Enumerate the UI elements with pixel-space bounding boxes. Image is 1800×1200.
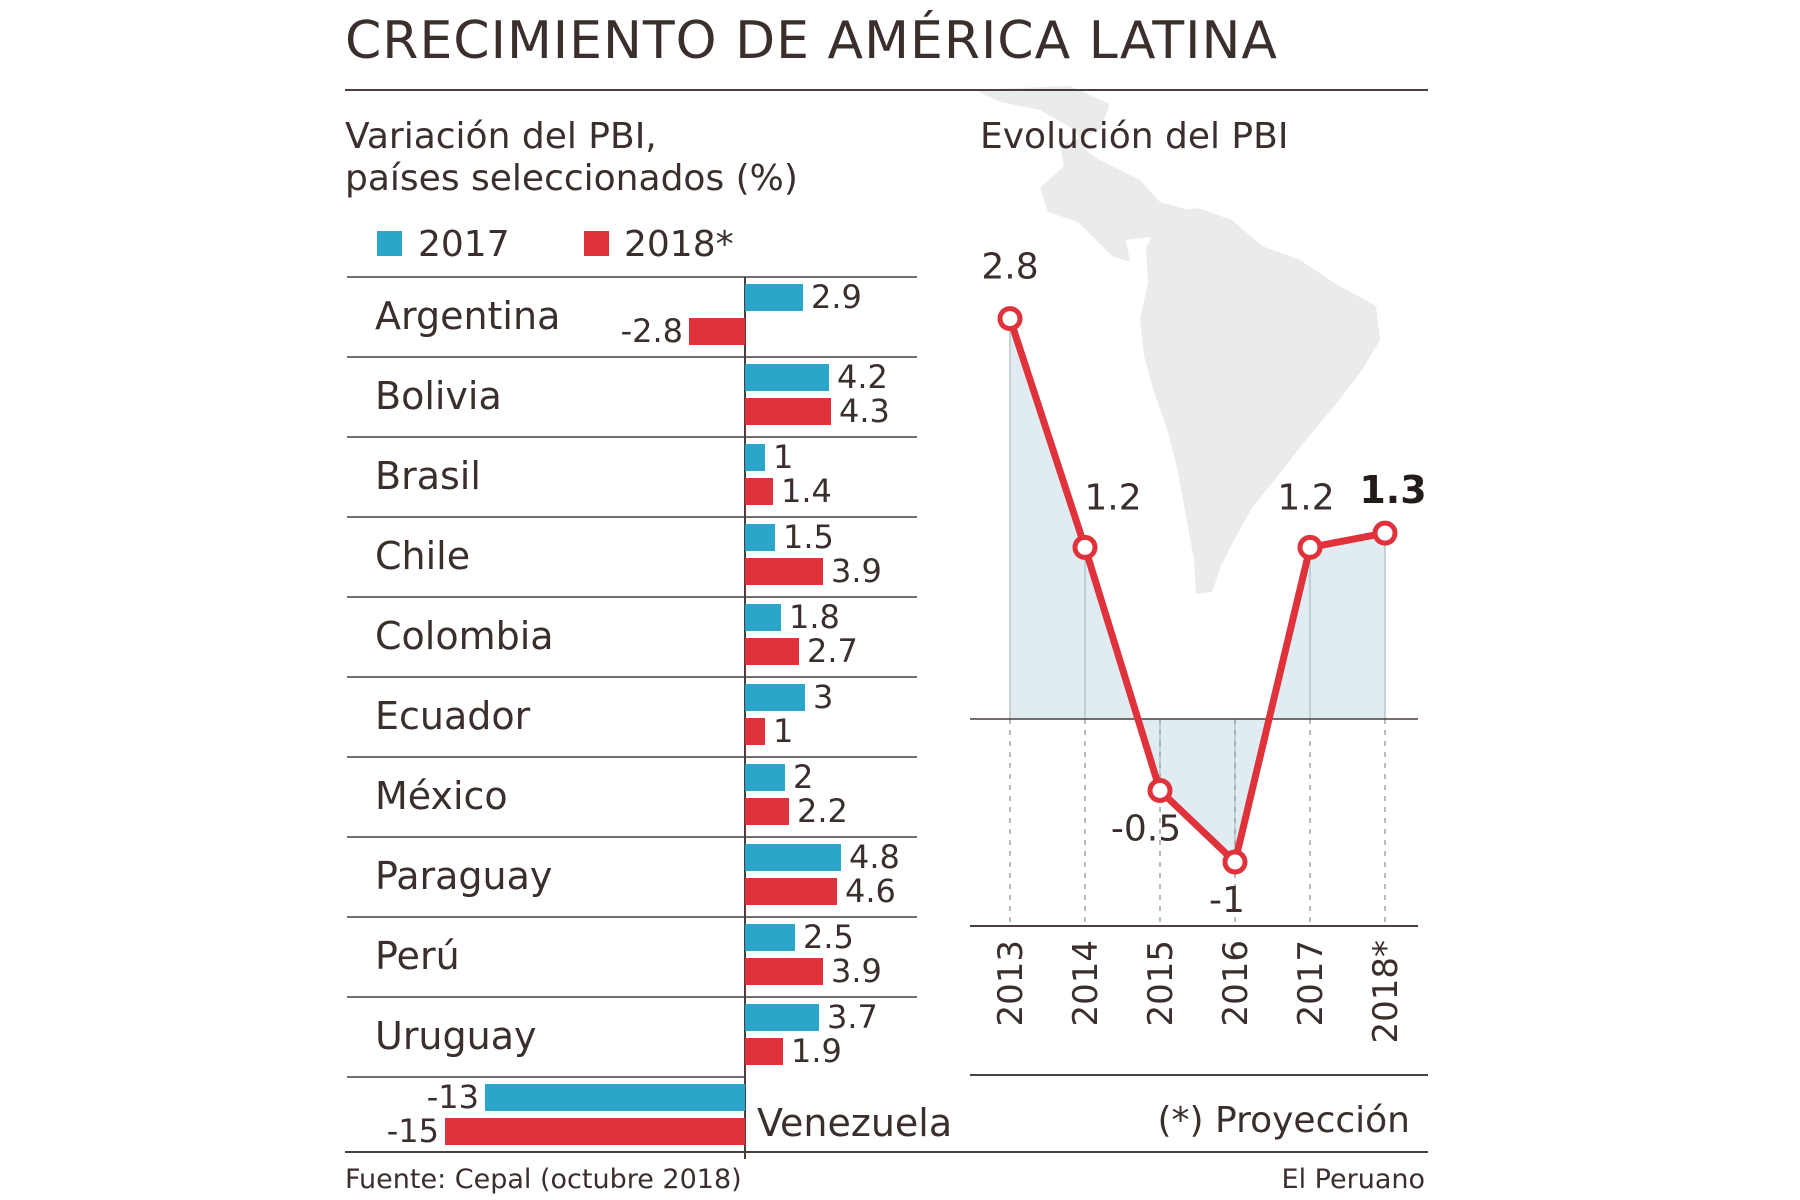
line-point-marker — [1372, 520, 1398, 546]
line-value-label: -1 — [1209, 880, 1245, 921]
bar-2018 — [745, 398, 831, 425]
source-note: Fuente: Cepal (octubre 2018) — [345, 1164, 742, 1195]
line-point-marker — [1072, 534, 1098, 560]
bar-value-label: 3.7 — [827, 998, 878, 1036]
category-label: Venezuela — [757, 1101, 952, 1145]
bar-2018 — [689, 318, 745, 345]
north-america-shape — [975, 86, 1190, 262]
legend-label-2017: 2017 — [418, 224, 510, 265]
category-label: Ecuador — [375, 694, 531, 738]
line-value-label: 1.3 — [1359, 468, 1426, 512]
bar-2017 — [745, 444, 765, 471]
line-point-marker — [1297, 534, 1323, 560]
page-title: CRECIMIENTO DE AMÉRICA LATINA — [345, 10, 1278, 71]
bar-2017 — [745, 1004, 819, 1031]
line-chart-subtitle: Evolución del PBI — [980, 116, 1288, 157]
x-tick-label: 2016 — [1216, 940, 1256, 1027]
legend-swatch-2018 — [584, 231, 609, 256]
bar-value-label: 1.4 — [781, 472, 832, 510]
bar-value-label: 2.7 — [807, 632, 858, 670]
map-silhouette-icon — [975, 86, 1380, 594]
category-label: Chile — [375, 534, 470, 578]
line-value-label: 1.2 — [1277, 477, 1334, 518]
bar-value-label: 2.9 — [811, 278, 862, 316]
x-tick-label: 2013 — [991, 940, 1031, 1027]
bar-chart-subtitle-line2: países seleccionados (%) — [345, 158, 798, 199]
category-label: Uruguay — [375, 1014, 537, 1058]
legend-swatch-2017 — [377, 231, 402, 256]
bar-value-label: 4.8 — [849, 838, 900, 876]
bar-value-label: 2 — [793, 758, 813, 796]
bar-value-label: 1 — [773, 712, 793, 750]
category-label: Brasil — [375, 454, 481, 498]
bar-value-label: 1.5 — [783, 518, 834, 556]
bar-chart-subtitle-line1: Variación del PBI, — [345, 116, 657, 157]
bar-2018 — [745, 1038, 783, 1065]
bar-2018 — [745, 718, 765, 745]
south-america-shape — [1140, 208, 1380, 594]
series-line — [1006, 317, 1386, 866]
bar-value-label: -15 — [387, 1112, 439, 1150]
bar-value-label: 4.2 — [837, 358, 888, 396]
line-value-label: 1.2 — [1084, 477, 1141, 518]
bar-2017 — [745, 284, 803, 311]
bar-2017 — [745, 924, 795, 951]
bar-2018 — [445, 1118, 745, 1145]
category-label: Bolivia — [375, 374, 502, 418]
line-point-marker — [1147, 778, 1173, 803]
category-label: Paraguay — [375, 854, 552, 898]
category-label: Perú — [375, 934, 460, 978]
bar-value-label: 3 — [813, 678, 833, 716]
bar-value-label: 1.9 — [791, 1032, 842, 1070]
bar-2018 — [745, 638, 799, 665]
x-tick-label: 2015 — [1141, 940, 1181, 1027]
bar-value-label: 4.3 — [839, 392, 890, 430]
x-tick-label: 2017 — [1291, 940, 1331, 1027]
publisher-credit: El Peruano — [1282, 1164, 1425, 1195]
legend-label-2018: 2018* — [624, 224, 734, 265]
bar-value-label: 1.8 — [789, 598, 840, 636]
category-label: Colombia — [375, 614, 554, 658]
bar-2018 — [745, 878, 837, 905]
bar-value-label: -13 — [427, 1078, 479, 1116]
projection-footnote: (*) Proyección — [1157, 1100, 1410, 1141]
bar-2017 — [745, 604, 781, 631]
bar-2017 — [745, 684, 805, 711]
bar-value-label: -2.8 — [621, 312, 683, 350]
bar-2018 — [745, 798, 789, 825]
bar-value-label: 3.9 — [831, 952, 882, 990]
bar-2017 — [745, 844, 841, 871]
bar-value-label: 2.5 — [803, 918, 854, 956]
bar-2018 — [745, 478, 773, 505]
category-label: Argentina — [375, 294, 560, 338]
line-chart: 2.8 1.2 -0.5 -1 1.2 1.3 2013 2014 2015 2016 2017 20… — [970, 247, 1428, 1076]
bar-2017 — [745, 524, 775, 551]
line-point-marker — [1222, 849, 1248, 875]
x-tick-label: 2014 — [1066, 940, 1106, 1027]
bar-value-label: 1 — [773, 438, 793, 476]
bar-value-label: 2.2 — [797, 792, 848, 830]
line-value-label: -0.5 — [1111, 809, 1181, 850]
bar-2017 — [485, 1084, 745, 1111]
legend: 2017 2018* — [377, 224, 734, 265]
x-tick-label: 2018* — [1366, 940, 1406, 1044]
line-value-label: 2.8 — [981, 247, 1038, 288]
bar-value-label: 4.6 — [845, 872, 896, 910]
bar-2017 — [745, 364, 829, 391]
bar-value-label: 3.9 — [831, 552, 882, 590]
bar-2017 — [745, 764, 785, 791]
line-point-marker — [997, 306, 1023, 332]
bar-2018 — [745, 558, 823, 585]
category-label: México — [375, 774, 508, 818]
bar-2018 — [745, 958, 823, 985]
